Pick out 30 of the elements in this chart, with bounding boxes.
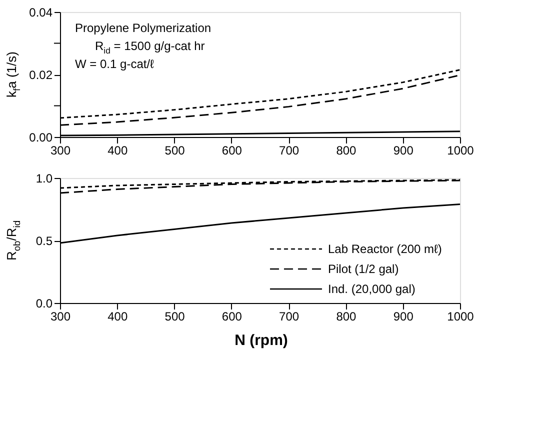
x-tick-label: 1000 [447, 310, 474, 324]
y-axis-title: kfa (1/s) [4, 52, 22, 98]
x-tick-label: 300 [50, 310, 71, 324]
x-tick-label: 900 [393, 310, 414, 324]
x-tick-label: 300 [50, 144, 71, 158]
x-tick-label: 700 [279, 310, 300, 324]
x-tick-label: 500 [164, 310, 186, 324]
legend-label: Pilot (1/2 gal) [328, 262, 399, 276]
x-tick-label: 400 [108, 144, 128, 158]
x-tick-label: 1000 [447, 144, 474, 158]
x-tick-label: 400 [108, 310, 128, 324]
y-tick-label: 0.02 [29, 68, 53, 82]
x-tick-label: 600 [222, 144, 242, 158]
y-tick-label: 1.0 [36, 172, 53, 186]
legend-label: Lab Reactor (200 mℓ) [328, 242, 442, 256]
annotation: Propylene Polymerization [75, 21, 212, 35]
x-tick-label: 800 [336, 310, 357, 324]
y-tick-label: 0.0 [36, 296, 53, 310]
y-axis-title: Rob/Rid [4, 220, 22, 261]
annotation: W = 0.1 g-cat/ℓ [75, 57, 154, 71]
x-tick-label: 900 [393, 144, 414, 158]
x-axis-title: N (rpm) [234, 332, 288, 349]
x-tick-label: 600 [222, 310, 242, 324]
x-tick-label: 800 [336, 144, 357, 158]
x-tick-label: 700 [279, 144, 300, 158]
legend-label: Ind. (20,000 gal) [328, 282, 416, 296]
x-tick-label: 500 [164, 144, 186, 158]
y-tick-label: 0.04 [29, 6, 53, 20]
y-tick-label: 0.00 [29, 130, 53, 144]
y-tick-label: 0.5 [36, 234, 53, 248]
